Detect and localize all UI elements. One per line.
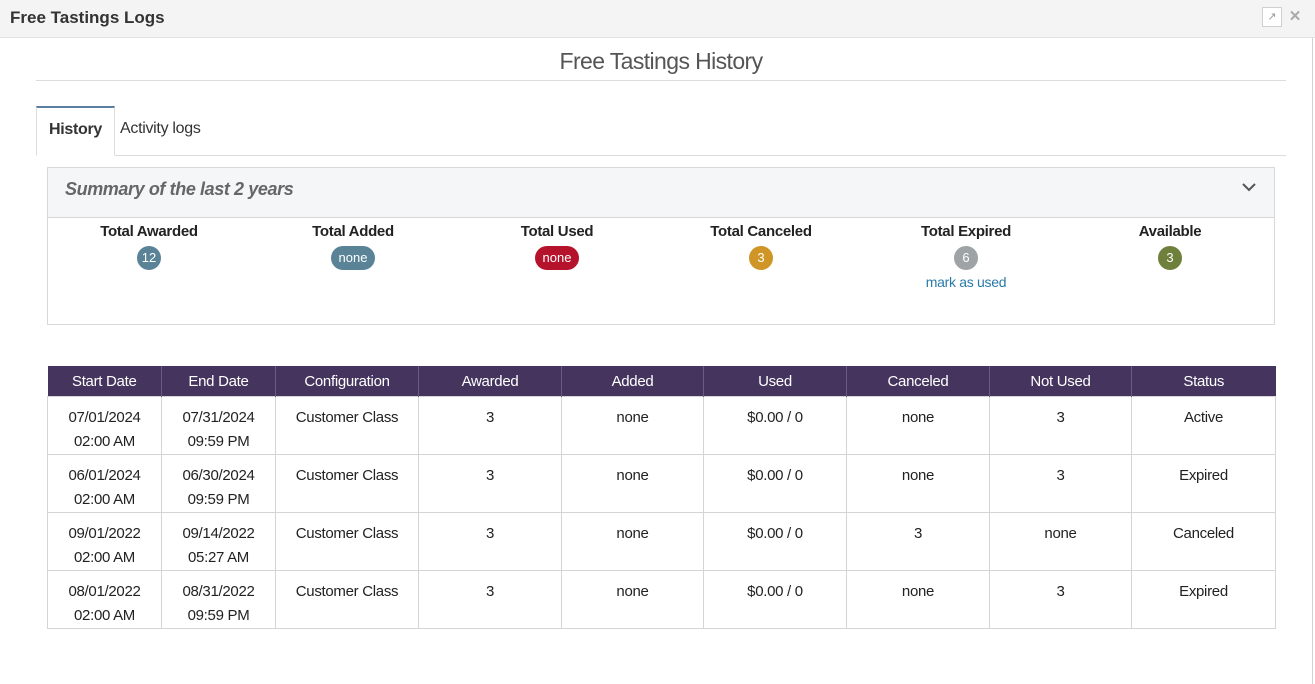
column-header: Used	[703, 366, 847, 397]
page-title: Free Tastings History	[36, 47, 1286, 81]
column-header: Status	[1131, 366, 1276, 397]
canceled-cell: none	[846, 396, 990, 455]
history-table: Start Date End Date Configuration Awarde…	[47, 366, 1276, 629]
summary-panel: Summary of the last 2 years Total Awarde…	[47, 167, 1275, 325]
not-used-cell: 3	[989, 396, 1132, 455]
start-date-cell: 09/01/2022 02:00 AM	[47, 512, 162, 571]
stat-total-expired: Total Expired 6 mark as used	[876, 223, 1056, 290]
column-header: Added	[561, 366, 704, 397]
start-date-cell: 08/01/2022 02:00 AM	[47, 570, 162, 629]
end-date-cell: 08/31/2022 09:59 PM	[161, 570, 276, 629]
stat-label: Total Used	[520, 223, 594, 240]
mark-as-used-link[interactable]: mark as used	[925, 274, 1007, 290]
count-badge: none	[330, 246, 376, 270]
canceled-cell: none	[846, 570, 990, 629]
stat-total-canceled: Total Canceled 3	[671, 223, 851, 270]
start-date-cell: 07/01/2024 02:00 AM	[47, 396, 162, 455]
stat-total-used: Total Used none	[467, 223, 647, 270]
tab-history[interactable]: History	[36, 106, 116, 156]
not-used-cell: 3	[989, 454, 1132, 513]
added-cell: none	[561, 454, 704, 513]
close-icon[interactable]: ✕	[1288, 8, 1302, 25]
table-row: 08/01/2022 02:00 AM 08/31/2022 09:59 PM …	[47, 570, 1276, 629]
window-edge	[1312, 38, 1313, 684]
tab-bar: History Activity logs	[36, 106, 1286, 156]
window-title: Free Tastings Logs	[10, 8, 165, 27]
column-header: End Date	[161, 366, 276, 397]
configuration-cell: Customer Class	[275, 570, 419, 629]
column-header: Canceled	[846, 366, 990, 397]
stat-total-awarded: Total Awarded 12	[59, 223, 239, 270]
added-cell: none	[561, 570, 704, 629]
column-header: Awarded	[418, 366, 562, 397]
awarded-cell: 3	[418, 570, 562, 629]
awarded-cell: 3	[418, 454, 562, 513]
stat-available: Available 3	[1080, 223, 1260, 270]
stat-total-added: Total Added none	[263, 223, 443, 270]
stat-label: Total Canceled	[710, 223, 812, 240]
chevron-down-icon[interactable]	[1242, 180, 1256, 194]
used-cell: $0.00 / 0	[703, 570, 847, 629]
not-used-cell: none	[989, 512, 1132, 571]
awarded-cell: 3	[418, 512, 562, 571]
configuration-cell: Customer Class	[275, 512, 419, 571]
count-badge: 3	[749, 246, 773, 270]
count-badge: none	[534, 246, 580, 270]
status-cell: Canceled	[1131, 512, 1276, 571]
awarded-cell: 3	[418, 396, 562, 455]
used-cell: $0.00 / 0	[703, 512, 847, 571]
configuration-cell: Customer Class	[275, 454, 419, 513]
table-row: 06/01/2024 02:00 AM 06/30/2024 09:59 PM …	[47, 454, 1276, 513]
summary-header[interactable]: Summary of the last 2 years	[48, 168, 1274, 218]
added-cell: none	[561, 396, 704, 455]
count-badge: 6	[954, 246, 978, 270]
end-date-cell: 09/14/2022 05:27 AM	[161, 512, 276, 571]
tab-activity-logs[interactable]: Activity logs	[120, 120, 201, 137]
used-cell: $0.00 / 0	[703, 454, 847, 513]
configuration-cell: Customer Class	[275, 396, 419, 455]
not-used-cell: 3	[989, 570, 1132, 629]
count-badge: 3	[1158, 246, 1182, 270]
table-header-row: Start Date End Date Configuration Awarde…	[47, 366, 1276, 397]
table-row: 09/01/2022 02:00 AM 09/14/2022 05:27 AM …	[47, 512, 1276, 571]
end-date-cell: 06/30/2024 09:59 PM	[161, 454, 276, 513]
status-cell: Expired	[1131, 454, 1276, 513]
popout-icon[interactable]: ↗	[1262, 7, 1282, 27]
used-cell: $0.00 / 0	[703, 396, 847, 455]
canceled-cell: 3	[846, 512, 990, 571]
stat-label: Total Added	[312, 223, 394, 240]
table-row: 07/01/2024 02:00 AM 07/31/2024 09:59 PM …	[47, 396, 1276, 455]
start-date-cell: 06/01/2024 02:00 AM	[47, 454, 162, 513]
stat-label: Total Expired	[920, 223, 1011, 240]
window-titlebar: Free Tastings Logs ↗ ✕	[0, 0, 1315, 38]
status-cell: Expired	[1131, 570, 1276, 629]
stat-label: Available	[1138, 223, 1202, 240]
status-cell: Active	[1131, 396, 1276, 455]
column-header: Configuration	[275, 366, 419, 397]
stat-label: Total Awarded	[100, 223, 198, 240]
canceled-cell: none	[846, 454, 990, 513]
added-cell: none	[561, 512, 704, 571]
end-date-cell: 07/31/2024 09:59 PM	[161, 396, 276, 455]
column-header: Not Used	[989, 366, 1132, 397]
count-badge: 12	[137, 246, 161, 270]
column-header: Start Date	[47, 366, 162, 397]
summary-title: Summary of the last 2 years	[65, 179, 294, 199]
